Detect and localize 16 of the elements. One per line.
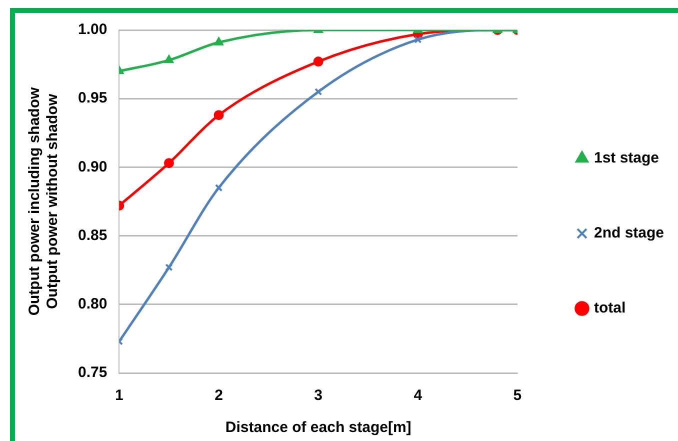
x-tick-label: 1 (115, 387, 124, 404)
y-tick-label: 0.90 (78, 158, 108, 176)
x-tick-label: 3 (314, 387, 323, 404)
x-tick-label: 2 (214, 387, 223, 404)
y-tick-label: 0.95 (78, 90, 108, 107)
y-tick-label: 0.85 (78, 226, 108, 244)
x-axis-title: Distance of each stage[m] (225, 419, 412, 436)
x-tick-label: 5 (513, 387, 522, 404)
legend-label: 2nd stage (594, 224, 664, 242)
x-tick-label: 4 (414, 387, 423, 404)
y-axis-title: Output power including shadow Output power without shadow (26, 87, 62, 316)
legend-label: total (594, 300, 626, 317)
y-tick-label: 0.80 (78, 296, 108, 313)
legend-label: 1st stage (594, 150, 660, 167)
y-tick-label: 0.75 (78, 364, 108, 382)
y-tick-label: 1.00 (78, 21, 108, 38)
